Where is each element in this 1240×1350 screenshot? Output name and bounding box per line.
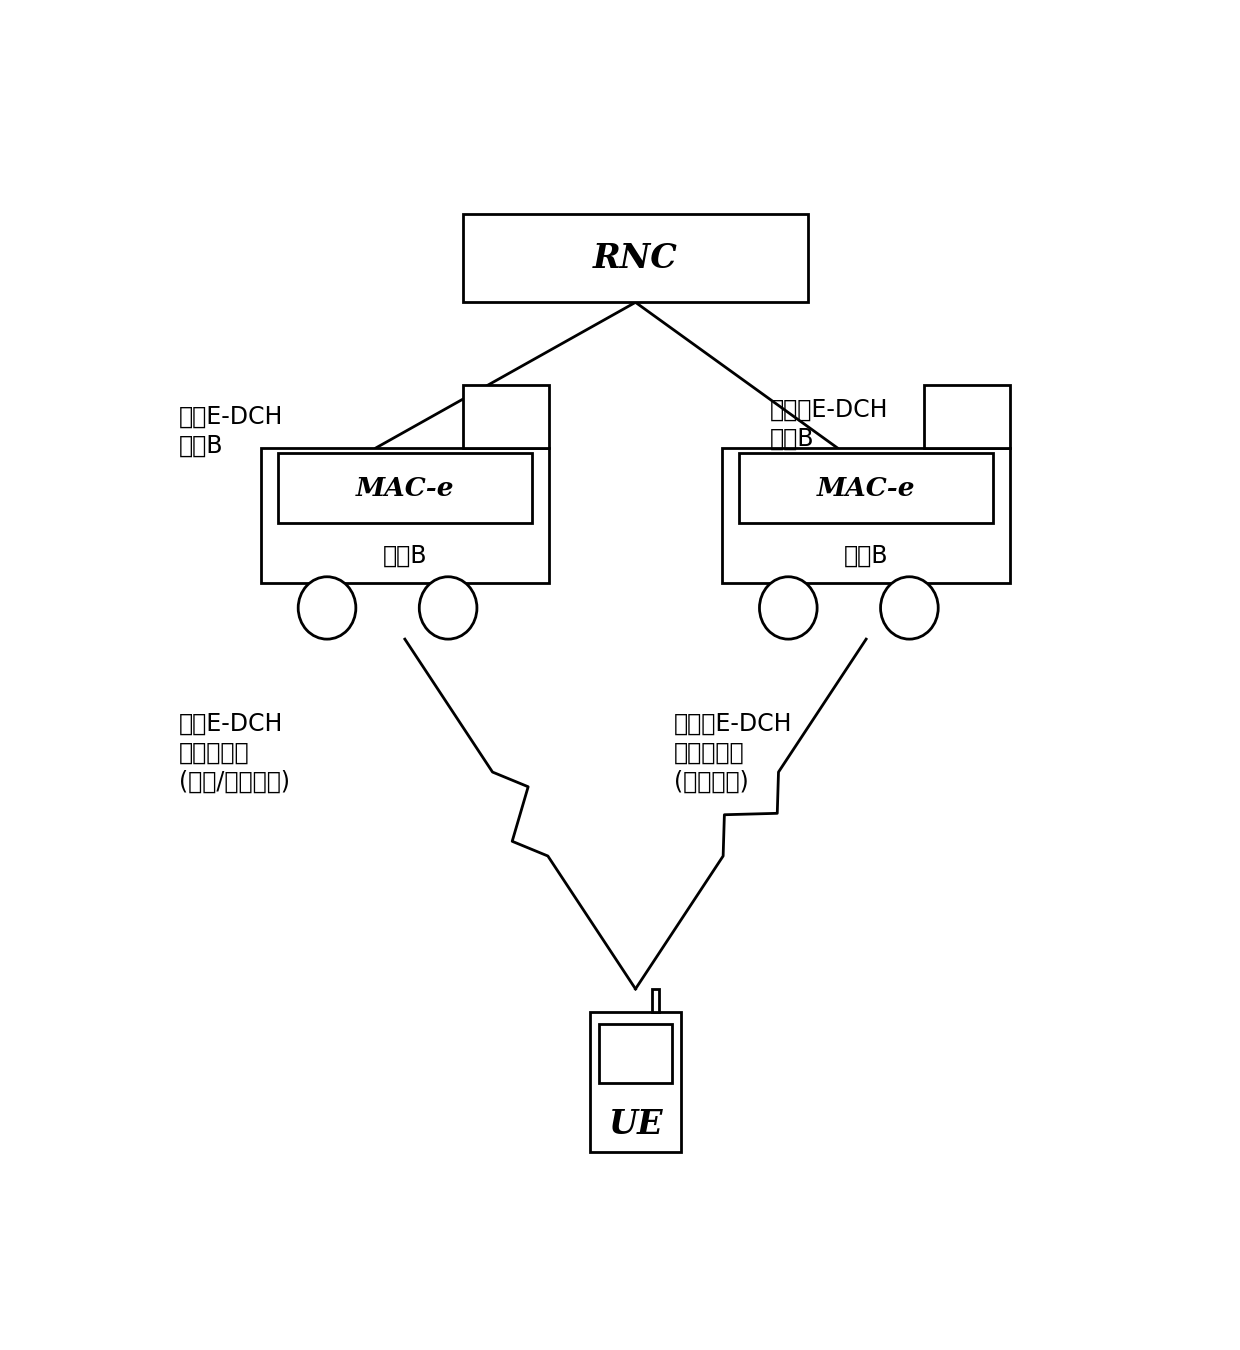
- Bar: [278, 454, 532, 524]
- Text: 服务E-DCH: 服务E-DCH: [179, 405, 284, 429]
- Circle shape: [298, 576, 356, 639]
- Text: 节点B: 节点B: [770, 427, 815, 451]
- Text: RNC: RNC: [593, 242, 678, 274]
- Circle shape: [880, 576, 939, 639]
- Bar: [722, 448, 1011, 583]
- Text: 节点B: 节点B: [844, 544, 888, 568]
- Text: (相对许可): (相对许可): [675, 769, 749, 794]
- Text: (绝对/相对许可): (绝对/相对许可): [179, 769, 290, 794]
- Text: MAC-e: MAC-e: [356, 475, 454, 501]
- Text: 无线焵链路: 无线焵链路: [675, 740, 744, 764]
- Circle shape: [419, 576, 477, 639]
- Text: 服务E-DCH: 服务E-DCH: [179, 711, 284, 736]
- Circle shape: [759, 576, 817, 639]
- Text: 节点B: 节点B: [179, 433, 223, 458]
- Text: 非服务E-DCH: 非服务E-DCH: [675, 711, 792, 736]
- Text: UE: UE: [608, 1107, 663, 1141]
- Text: 非服务E-DCH: 非服务E-DCH: [770, 397, 889, 421]
- Bar: [739, 454, 993, 524]
- Bar: [652, 990, 658, 1011]
- Bar: [924, 386, 1011, 448]
- Bar: [463, 386, 549, 448]
- Text: MAC-e: MAC-e: [817, 475, 915, 501]
- Bar: [463, 213, 808, 302]
- Bar: [590, 1011, 681, 1152]
- Text: 无线电链路: 无线电链路: [179, 740, 249, 764]
- Bar: [260, 448, 549, 583]
- Bar: [599, 1025, 672, 1083]
- Text: 节点B: 节点B: [383, 544, 427, 568]
